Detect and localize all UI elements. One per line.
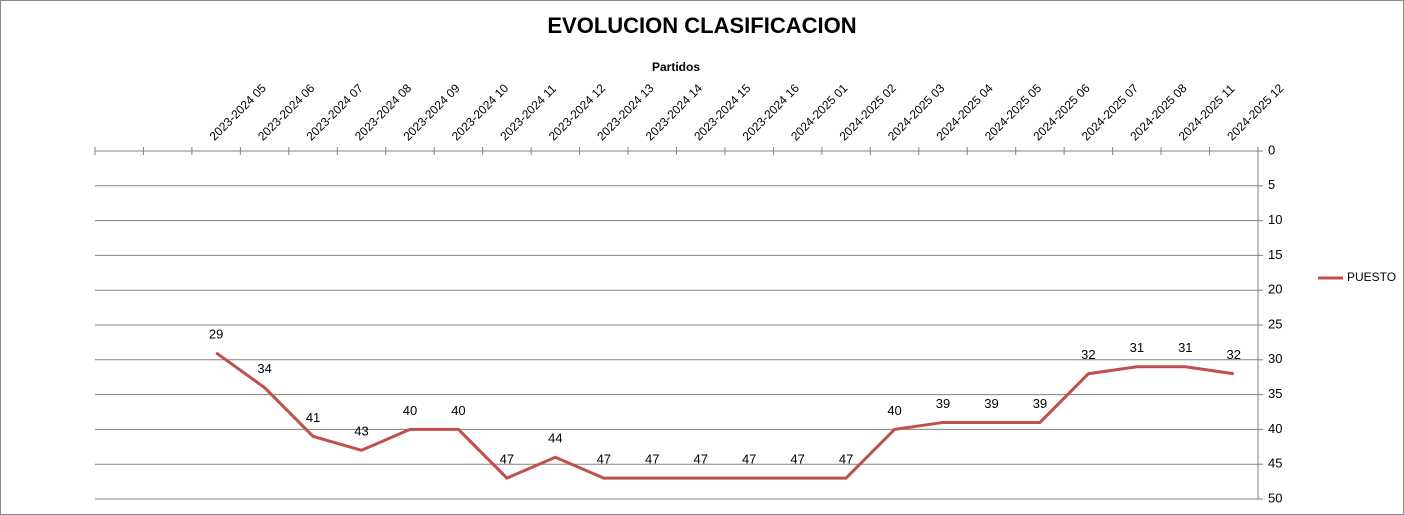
data-label: 40	[403, 403, 417, 418]
data-label: 47	[645, 452, 659, 467]
data-label: 47	[693, 452, 707, 467]
data-label: 47	[742, 452, 756, 467]
data-label: 31	[1178, 340, 1192, 355]
y-tick-label: 35	[1268, 386, 1282, 401]
data-label: 32	[1081, 347, 1095, 362]
data-label: 41	[306, 410, 320, 425]
y-tick-label: 50	[1268, 490, 1282, 505]
y-tick-label: 30	[1268, 351, 1282, 366]
series-line	[215, 351, 1234, 480]
legend-label: PUESTO	[1347, 270, 1396, 284]
chart-title: EVOLUCION CLASIFICACION	[547, 13, 856, 38]
y-tick-label: 45	[1268, 456, 1282, 471]
data-label: 39	[936, 396, 950, 411]
data-label: 47	[500, 452, 514, 467]
data-label: 47	[839, 452, 853, 467]
data-label: 47	[790, 452, 804, 467]
y-tick-label: 20	[1268, 282, 1282, 297]
y-tick-label: 40	[1268, 421, 1282, 436]
data-label: 44	[548, 431, 562, 446]
data-label: 29	[209, 326, 223, 341]
data-label: 31	[1130, 340, 1144, 355]
y-tick-label: 25	[1268, 316, 1282, 331]
y-tick-label: 10	[1268, 212, 1282, 227]
data-label: 34	[257, 361, 271, 376]
data-label: 47	[597, 452, 611, 467]
data-label: 40	[887, 403, 901, 418]
data-label: 40	[451, 403, 465, 418]
y-tick-label: 0	[1268, 142, 1275, 157]
data-label: 32	[1227, 347, 1241, 362]
y-tick-label: 5	[1268, 177, 1275, 192]
data-label: 39	[984, 396, 998, 411]
x-axis-title: Partidos	[652, 60, 700, 74]
data-label: 43	[354, 424, 368, 439]
data-label: 39	[1033, 396, 1047, 411]
y-tick-label: 15	[1268, 247, 1282, 262]
